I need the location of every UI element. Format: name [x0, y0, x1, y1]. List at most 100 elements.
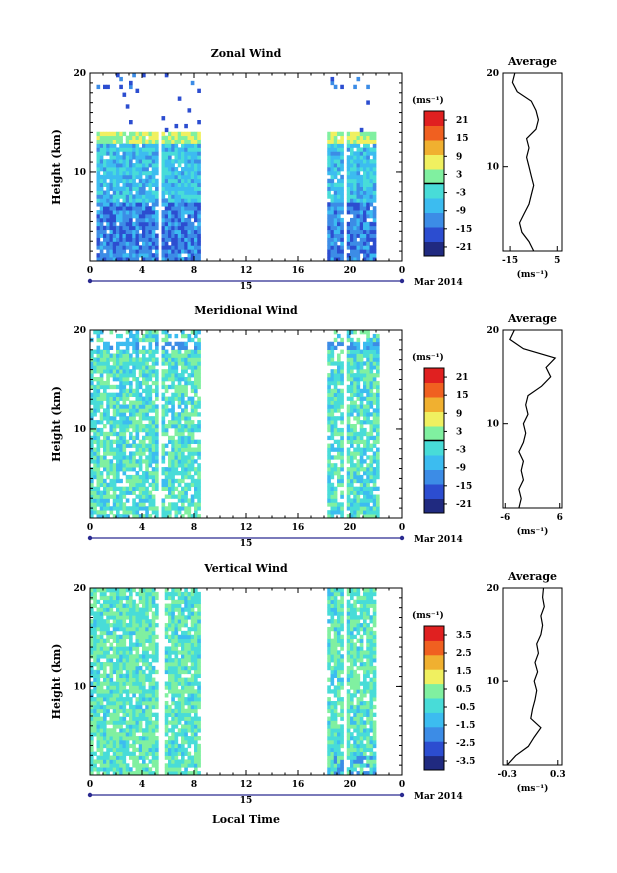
- heat-cell: [155, 681, 159, 686]
- heat-cell: [346, 159, 351, 164]
- heat-cell: [129, 665, 133, 671]
- heat-cell: [155, 241, 159, 246]
- heat-cell: [96, 626, 101, 632]
- heat-cell: [187, 380, 192, 386]
- heat-cell: [350, 135, 354, 140]
- heat-cell: [353, 502, 357, 507]
- heat-cell: [106, 384, 110, 390]
- heat-cell: [327, 630, 331, 636]
- heat-cell: [106, 214, 110, 219]
- heat-cell: [359, 245, 364, 250]
- heat-cell: [99, 732, 104, 737]
- heat-cell: [181, 654, 185, 659]
- heat-cell: [99, 588, 104, 593]
- heat-cell: [122, 349, 127, 354]
- heat-cell: [171, 619, 175, 624]
- heat-cell: [190, 665, 195, 671]
- heat-cell: [132, 416, 136, 421]
- heat-cell: [333, 202, 338, 207]
- heat-cell: [155, 333, 159, 339]
- heat-cell: [190, 396, 195, 401]
- heat-cell: [129, 404, 133, 409]
- heat-cell: [171, 257, 175, 262]
- heat-cell: [109, 673, 114, 679]
- heat-cell: [119, 412, 123, 417]
- heat-cell: [184, 634, 188, 640]
- heat-cell: [187, 638, 192, 643]
- heat-cell: [184, 143, 188, 148]
- heat-cell: [372, 210, 377, 215]
- heat-cell: [340, 174, 344, 180]
- colorbar-segment: [424, 426, 444, 441]
- heat-cell: [151, 427, 156, 433]
- heat-cell: [132, 143, 136, 148]
- heat-cell: [350, 241, 354, 246]
- heat-cell: [148, 681, 153, 686]
- heat-cell: [99, 482, 104, 488]
- heat-cell: [372, 357, 377, 362]
- heat-cell: [116, 724, 120, 729]
- heat-cell: [122, 510, 127, 515]
- heat-cell: [145, 728, 149, 733]
- heat-cell: [103, 704, 107, 710]
- heat-cell: [187, 357, 192, 362]
- heat-cell: [132, 388, 136, 394]
- heat-cell: [366, 135, 370, 140]
- heat-cell: [135, 665, 140, 671]
- heat-cell: [340, 412, 344, 417]
- heat-cell: [197, 700, 201, 706]
- heat-cell: [148, 588, 153, 593]
- heat-cell: [93, 384, 97, 390]
- heat-cell: [181, 361, 185, 366]
- heat-cell: [181, 198, 185, 203]
- heat-cell: [181, 693, 185, 698]
- heat-cell: [177, 603, 182, 608]
- heat-cell: [174, 186, 179, 191]
- heat-cell: [194, 257, 198, 262]
- heat-cell: [109, 506, 114, 511]
- heat-cell: [340, 400, 344, 405]
- heat-cell: [197, 210, 201, 215]
- heat-cell: [168, 658, 172, 663]
- heat-cell: [96, 353, 101, 358]
- heat-cell: [129, 650, 133, 655]
- heat-cell: [129, 245, 133, 250]
- heat-cell: [184, 615, 188, 620]
- heat-cell: [135, 459, 140, 464]
- heat-cell: [366, 174, 370, 180]
- heat-cell: [194, 623, 198, 628]
- heat-cell: [359, 233, 364, 238]
- heat-cell: [184, 732, 188, 737]
- heat-cell: [171, 486, 175, 491]
- heat-cell: [129, 603, 133, 608]
- heat-cell: [135, 724, 140, 729]
- heat-cell: [125, 603, 130, 608]
- heat-cell: [168, 759, 172, 764]
- heat-cell: [327, 380, 331, 386]
- heat-cell: [330, 412, 335, 417]
- heat-cell: [164, 595, 169, 601]
- heat-cell: [174, 514, 179, 519]
- heat-cell: [96, 257, 101, 262]
- heat-cell: [145, 739, 149, 745]
- heat-cell: [109, 178, 114, 184]
- heat-cell: [99, 380, 104, 386]
- heat-cell: [171, 380, 175, 386]
- heat-cell: [184, 471, 188, 476]
- heat-cell: [90, 510, 94, 515]
- heat-cell: [116, 712, 120, 717]
- heat-cell: [194, 677, 198, 682]
- heat-cell: [142, 139, 146, 144]
- heat-cell: [112, 369, 117, 374]
- heat-cell: [99, 330, 104, 335]
- heat-cell: [194, 502, 198, 507]
- heat-cell: [330, 392, 335, 397]
- heat-cell: [194, 135, 198, 140]
- heat-cell: [129, 373, 133, 378]
- heat-cell: [187, 650, 192, 655]
- heat-cell: [138, 455, 143, 460]
- heat-cell: [190, 237, 195, 242]
- heat-cell: [197, 155, 201, 160]
- heat-cell: [369, 253, 374, 258]
- heat-cell: [187, 697, 192, 702]
